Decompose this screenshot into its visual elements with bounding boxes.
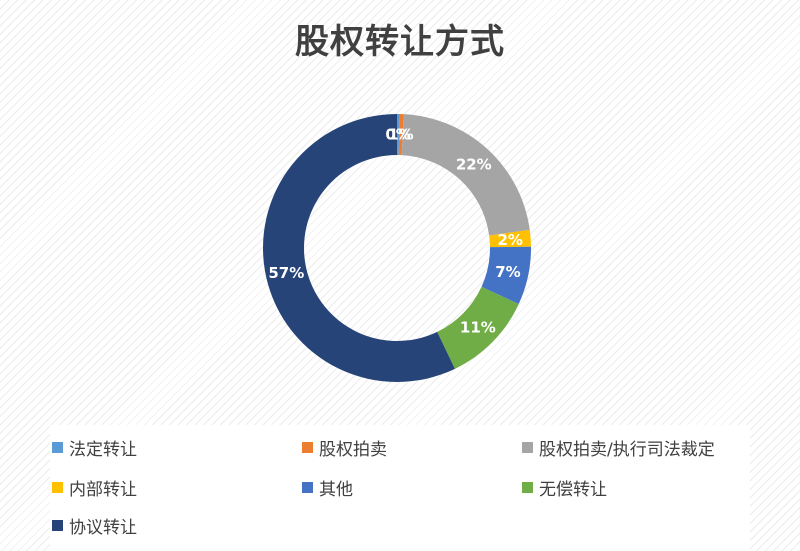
legend-label: 无偿转让 <box>539 480 607 500</box>
legend-swatch <box>522 482 533 493</box>
donut-slice-0 <box>397 114 400 156</box>
donut-slice-3 <box>489 229 531 248</box>
chart-title: 股权转让方式 <box>295 22 505 62</box>
legend-label: 股权拍卖/执行司法裁定 <box>539 440 715 460</box>
donut-slice-5 <box>437 286 519 369</box>
legend-swatch <box>52 442 63 453</box>
slice-label-0: 0% <box>385 126 410 144</box>
slice-label-2: 22% <box>456 155 492 173</box>
slice-label-4: 7% <box>495 263 520 281</box>
legend-item-5: 无偿转让 <box>522 475 607 500</box>
legend-swatch <box>302 442 313 453</box>
slice-label-3: 2% <box>497 231 522 249</box>
legend-label: 股权拍卖 <box>319 440 387 460</box>
donut-slice-1 <box>398 114 404 156</box>
legend-label: 法定转让 <box>69 440 137 460</box>
legend-item-4: 其他 <box>302 475 353 500</box>
slice-label-5: 11% <box>460 319 496 337</box>
slice-label-6: 57% <box>268 264 304 282</box>
slice-label-1: 1% <box>388 126 413 144</box>
legend-label: 协议转让 <box>69 518 137 538</box>
legend-item-0: 法定转让 <box>52 435 137 460</box>
legend-item-2: 股权拍卖/执行司法裁定 <box>522 435 715 460</box>
legend-swatch <box>522 442 533 453</box>
legend-label: 其他 <box>319 480 353 500</box>
legend-swatch <box>302 482 313 493</box>
legend-swatch <box>52 482 63 493</box>
donut-slice-4 <box>481 246 531 305</box>
legend-item-3: 内部转让 <box>52 475 137 500</box>
donut-slice-2 <box>401 114 530 236</box>
donut-slice-6 <box>263 114 455 382</box>
legend-swatch <box>52 520 63 531</box>
legend-item-1: 股权拍卖 <box>302 435 387 460</box>
legend-item-6: 协议转让 <box>52 513 137 538</box>
legend-label: 内部转让 <box>69 480 137 500</box>
legend: 法定转让 股权拍卖 股权拍卖/执行司法裁定内部转让 其他 无偿转让协议转让 <box>50 425 750 551</box>
